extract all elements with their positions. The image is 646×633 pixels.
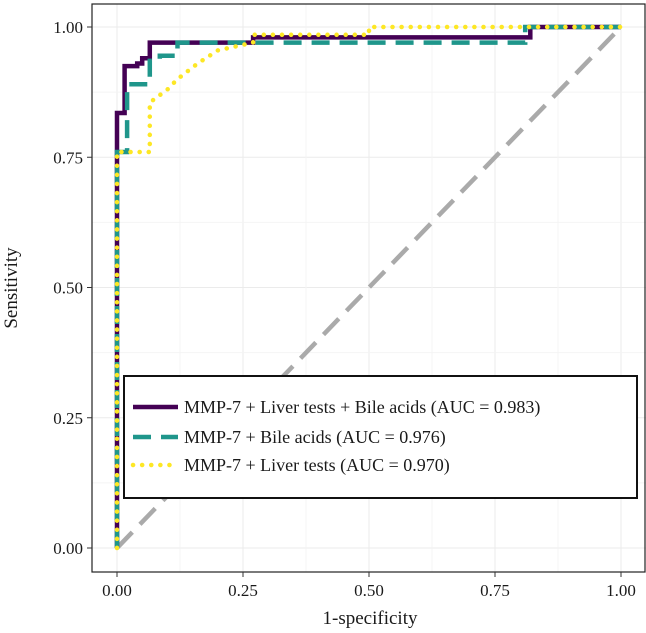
x-tick-label: 0.25 (228, 581, 258, 600)
legend-box (123, 375, 638, 499)
y-tick-label: 1.00 (53, 18, 83, 37)
y-axis: 0.00 0.25 0.50 0.75 1.00 (53, 18, 92, 558)
x-tick-label: 0.75 (480, 581, 510, 600)
x-axis: 0.00 0.25 0.50 0.75 1.00 (102, 572, 636, 600)
x-tick-label: 0.00 (102, 581, 132, 600)
roc-curve-series-1 (114, 24, 621, 548)
legend-label-series-3: MMP-7 + Liver tests (AUC = 0.970) (184, 455, 450, 476)
y-tick-label: 0.50 (53, 279, 83, 298)
y-tick-label: 0.25 (53, 409, 83, 428)
roc-curve-series-2 (114, 24, 621, 548)
legend: MMP-7 + Liver tests + Bile acids (AUC = … (123, 375, 638, 499)
x-tick-label: 0.50 (354, 581, 384, 600)
roc-curve-series-3 (114, 24, 624, 551)
x-tick-label: 1.00 (606, 581, 636, 600)
y-tick-label: 0.75 (53, 148, 83, 167)
legend-label-series-1: MMP-7 + Liver tests + Bile acids (AUC = … (184, 397, 540, 418)
legend-label-series-2: MMP-7 + Bile acids (AUC = 0.976) (184, 427, 446, 448)
y-axis-title: Sensitivity (1, 247, 22, 329)
y-tick-label: 0.00 (53, 539, 83, 558)
series-group (114, 24, 624, 551)
x-axis-title: 1-specificity (323, 608, 418, 629)
